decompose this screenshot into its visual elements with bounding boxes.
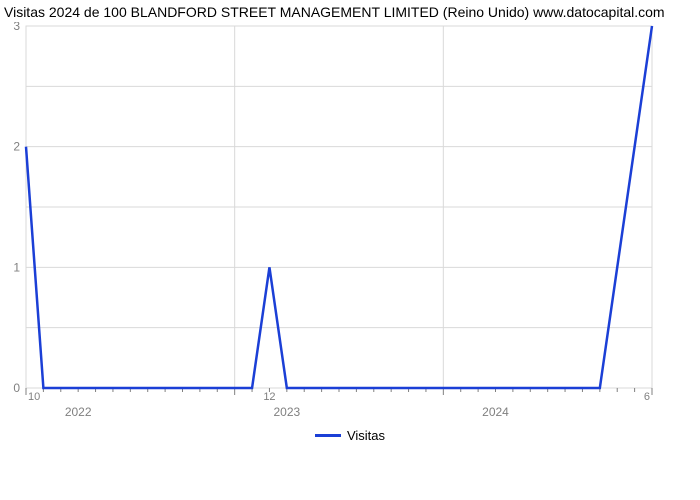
line-chart: 012310126202220232024 — [0, 22, 660, 422]
legend-swatch — [315, 434, 341, 437]
y-tick-label: 2 — [13, 140, 20, 154]
x-secondary-left: 10 — [28, 391, 40, 403]
y-tick-label: 0 — [13, 381, 20, 395]
x-secondary-mid: 12 — [263, 391, 275, 403]
x-year-label: 2024 — [482, 405, 509, 419]
chart-legend: Visitas — [0, 428, 700, 443]
x-year-label: 2022 — [65, 405, 92, 419]
x-secondary-right: 6 — [644, 391, 650, 403]
chart-title: Visitas 2024 de 100 BLANDFORD STREET MAN… — [0, 0, 700, 22]
chart-plot-wrap: 012310126202220232024 — [0, 22, 700, 422]
y-tick-label: 1 — [13, 260, 20, 274]
chart-container: Visitas 2024 de 100 BLANDFORD STREET MAN… — [0, 0, 700, 500]
x-year-label: 2023 — [273, 405, 300, 419]
y-tick-label: 3 — [13, 22, 20, 33]
legend-label: Visitas — [347, 428, 385, 443]
